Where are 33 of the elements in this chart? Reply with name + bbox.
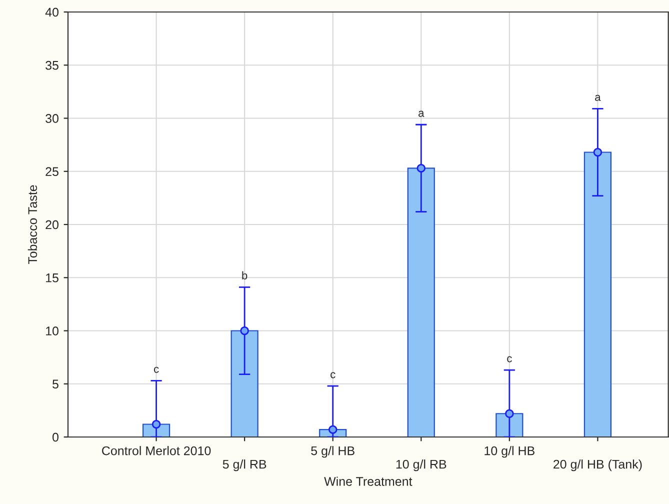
- point: [505, 409, 514, 418]
- bar: [496, 413, 524, 437]
- annotation: c: [507, 356, 512, 362]
- point: [328, 425, 338, 434]
- x-axis-title: Wine Treatment: [324, 476, 412, 486]
- y-tick-label: 15: [46, 274, 58, 282]
- y-tick-label: 5: [52, 380, 58, 389]
- y-axis-title: Tobacco Taste: [28, 185, 38, 264]
- bar: [584, 152, 612, 437]
- point: [593, 148, 602, 157]
- annotation: c: [154, 366, 159, 373]
- y-tick-label: 30: [46, 114, 58, 123]
- y-tick-label: 40: [45, 8, 58, 17]
- x-tick-label: Control Merlot 2010: [102, 446, 211, 456]
- x-tick-label: 5 g/l HB: [311, 446, 354, 458]
- y-tick-label: 0: [52, 432, 58, 442]
- y-tick-label: 10: [46, 326, 58, 336]
- x-tick-label: 5 g/l RB: [222, 459, 266, 472]
- x-tick-label: 10 g/l RB: [396, 459, 446, 472]
- y-tick-label: 20: [46, 220, 58, 230]
- point: [152, 420, 161, 429]
- x-tick-label: 10 g/l HB: [484, 446, 534, 458]
- annotation: b: [242, 271, 248, 280]
- y-tick-label: 35: [46, 60, 58, 70]
- point: [240, 326, 249, 336]
- bar: [230, 330, 258, 437]
- annotation: a: [595, 94, 601, 101]
- annotation: a: [418, 110, 424, 117]
- x-tick-label: 20 g/l HB (Tank): [554, 459, 642, 472]
- annotation: c: [330, 372, 336, 378]
- bar: [407, 168, 435, 437]
- point: [416, 164, 426, 173]
- y-tick-label: 25: [46, 167, 58, 176]
